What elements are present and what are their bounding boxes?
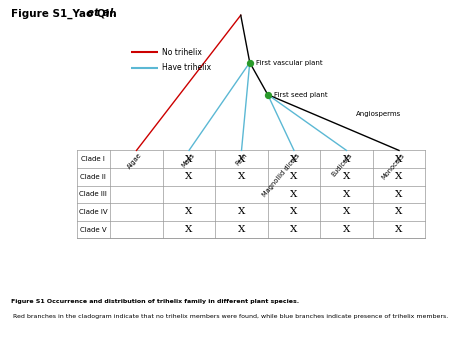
Text: Eudicots: Eudicots xyxy=(331,152,353,177)
Text: Angiosperms: Angiosperms xyxy=(356,111,401,117)
Text: Magnoliid dicots: Magnoliid dicots xyxy=(261,152,301,198)
Text: X: X xyxy=(395,155,403,164)
Text: X: X xyxy=(343,190,350,199)
Text: X: X xyxy=(343,155,350,164)
Text: X: X xyxy=(395,225,403,234)
Text: X: X xyxy=(185,208,193,216)
Text: X: X xyxy=(238,225,245,234)
Text: Figure S1 Occurrence and distribution of trihelix family in different plant spec: Figure S1 Occurrence and distribution of… xyxy=(11,299,299,304)
Text: Monocots: Monocots xyxy=(381,152,406,180)
Text: Clade IV: Clade IV xyxy=(79,209,108,215)
Text: Clade V: Clade V xyxy=(80,226,107,233)
Text: X: X xyxy=(395,172,403,181)
Text: X: X xyxy=(185,225,193,234)
Text: X: X xyxy=(343,208,350,216)
Text: X: X xyxy=(238,155,245,164)
Text: Red branches in the cladogram indicate that no trihelix members were found, whil: Red branches in the cladogram indicate t… xyxy=(11,314,450,319)
Text: X: X xyxy=(395,190,403,199)
Text: X: X xyxy=(290,172,298,181)
Text: X: X xyxy=(185,155,193,164)
Text: X: X xyxy=(395,208,403,216)
Text: et al.: et al. xyxy=(87,8,117,19)
Text: X: X xyxy=(343,172,350,181)
Text: X: X xyxy=(238,208,245,216)
Text: No trihelix: No trihelix xyxy=(162,48,202,57)
Text: First vascular plant: First vascular plant xyxy=(256,59,323,66)
Text: Clade II: Clade II xyxy=(81,174,106,180)
Text: X: X xyxy=(290,225,298,234)
Text: Moss: Moss xyxy=(180,152,196,169)
Text: X: X xyxy=(290,155,298,164)
Text: Fern: Fern xyxy=(234,152,248,167)
Point xyxy=(264,92,271,97)
Text: Algae: Algae xyxy=(126,152,144,170)
Text: First seed plant: First seed plant xyxy=(274,92,328,98)
Text: X: X xyxy=(290,208,298,216)
Text: Clade I: Clade I xyxy=(81,156,105,162)
Text: Clade III: Clade III xyxy=(80,191,107,197)
Text: Have trihelix: Have trihelix xyxy=(162,63,211,72)
Point xyxy=(246,60,253,65)
Text: X: X xyxy=(185,172,193,181)
Text: X: X xyxy=(343,225,350,234)
Text: Figure S1_Yao Qin: Figure S1_Yao Qin xyxy=(11,8,121,19)
Text: X: X xyxy=(290,190,298,199)
Text: X: X xyxy=(238,172,245,181)
